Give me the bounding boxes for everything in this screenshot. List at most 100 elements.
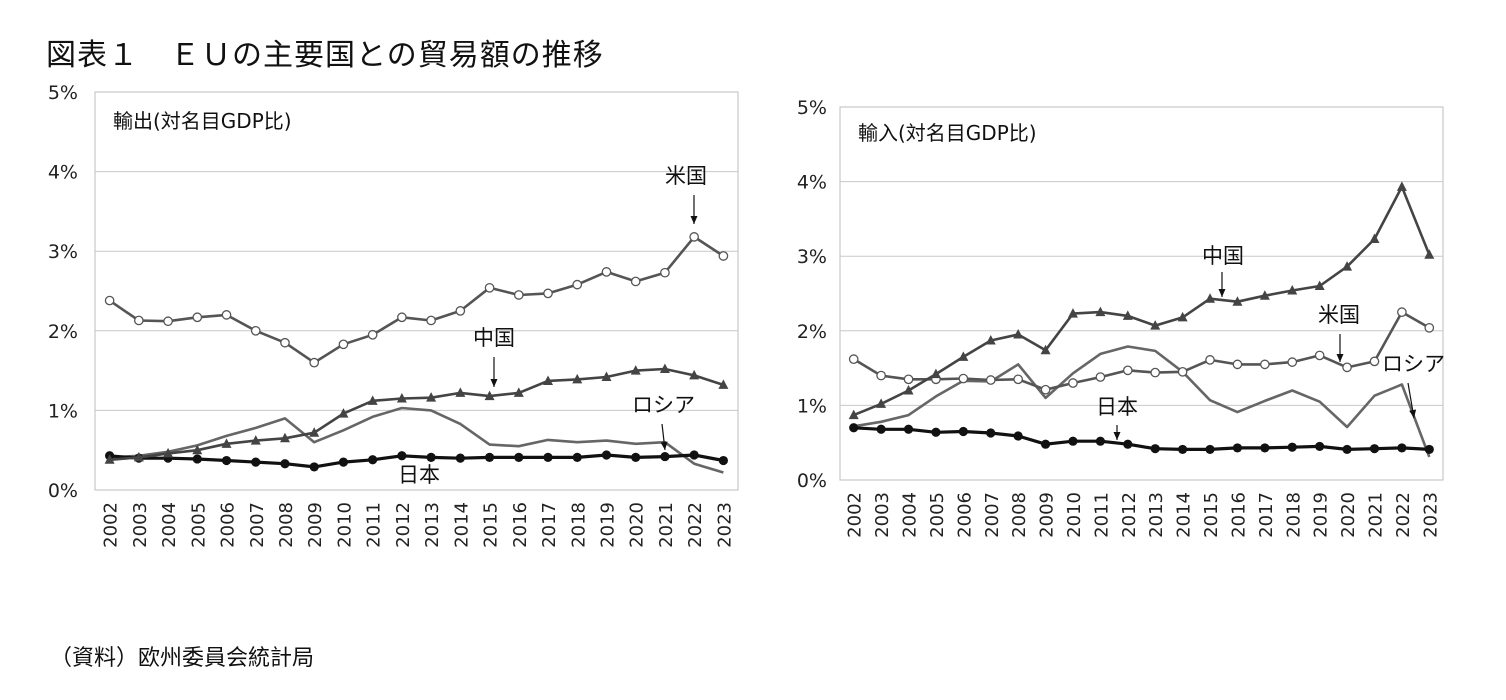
data-point (309, 462, 319, 472)
data-point (1397, 443, 1407, 453)
export-chart: 0% 1% 2% 3% 4% 5% 2002 2003 2004 2005 2006 2007 2008… (48, 82, 739, 548)
annotation-label: ロシア (632, 393, 695, 417)
series-line (109, 453, 724, 469)
data-point (689, 450, 699, 460)
series-日本 (105, 450, 728, 472)
data-point (221, 310, 232, 320)
data-point (1396, 181, 1407, 191)
data-point (338, 408, 349, 418)
y-tick-label: 1% (48, 400, 78, 422)
data-point (250, 325, 261, 336)
x-tick-label: 2005 (927, 492, 948, 538)
data-point (221, 455, 232, 466)
x-tick-label: 2002 (845, 492, 866, 538)
arrow-head (1336, 354, 1344, 362)
data-point (1013, 329, 1024, 339)
data-point (1040, 439, 1051, 449)
data-point (104, 454, 115, 464)
series-line (853, 185, 1431, 417)
x-tick-label: 2016 (1228, 492, 1249, 538)
x-tick-label: 2008 (1009, 492, 1030, 538)
x-tick-label: 2013 (1146, 492, 1167, 538)
x-tick-label: 2010 (334, 502, 355, 548)
data-point (659, 363, 670, 374)
x-tick-label: 2007 (982, 492, 1003, 538)
data-point (1424, 249, 1435, 259)
y-tick-label: 3% (48, 241, 78, 263)
data-point (1040, 384, 1051, 395)
data-point (1260, 443, 1270, 453)
y-tick-label: 1% (797, 395, 827, 417)
x-tick-label: 2010 (1064, 492, 1085, 538)
annotation-label: 日本 (1096, 395, 1138, 419)
data-point (572, 373, 583, 384)
arrow-head (490, 379, 498, 387)
data-point (689, 369, 700, 380)
data-point (985, 375, 996, 385)
data-point (1232, 359, 1243, 370)
data-point (1342, 261, 1353, 271)
data-point (1287, 285, 1298, 295)
data-point (1424, 322, 1435, 333)
data-point (985, 334, 996, 345)
series-line (109, 406, 724, 474)
data-point (543, 375, 554, 385)
data-point (133, 451, 144, 462)
series-日本 (849, 423, 1434, 455)
series-line (109, 367, 724, 462)
data-point (309, 357, 320, 368)
y-tick-label: 5% (797, 97, 827, 119)
data-point (930, 368, 941, 379)
x-tick-label: 2017 (1256, 492, 1277, 538)
annotation-label: 米国 (665, 164, 707, 188)
data-point (1095, 372, 1106, 382)
y-tick-label: 0% (48, 480, 78, 502)
data-point (1013, 374, 1024, 385)
source-note: （資料）欧州委員会統計局 (50, 646, 315, 671)
data-point (338, 339, 349, 350)
data-point (903, 384, 914, 395)
data-point (1342, 444, 1352, 455)
data-point (543, 288, 553, 299)
x-tick-label: 2004 (900, 492, 921, 538)
data-point (426, 392, 437, 402)
figure-title: 図表１ ＥＵの主要国との貿易額の推移 (46, 38, 604, 73)
data-point (601, 371, 612, 381)
series-中国 (848, 181, 1435, 420)
data-point (221, 438, 232, 448)
series-line (853, 426, 1430, 451)
y-tick-label: 3% (797, 246, 827, 268)
annotation-label: ロシア (1382, 352, 1445, 376)
annotation-label: 日本 (398, 463, 440, 487)
data-point (903, 374, 914, 385)
x-tick-label: 2017 (539, 502, 560, 548)
x-tick-label: 2020 (627, 502, 648, 548)
data-point (1178, 444, 1188, 455)
x-tick-label: 2015 (481, 502, 502, 548)
data-point (426, 452, 436, 462)
data-point (1205, 355, 1215, 365)
data-point (163, 316, 173, 327)
data-point (1342, 362, 1352, 373)
data-point (1122, 310, 1133, 320)
y-tick-label: 5% (48, 82, 78, 104)
series-中国 (104, 363, 729, 464)
x-tick-label: 2019 (597, 502, 618, 548)
data-point (660, 267, 670, 278)
data-point (958, 426, 968, 437)
data-point (367, 329, 378, 340)
data-point (876, 370, 886, 381)
data-point (1259, 290, 1270, 300)
x-tick-label: 2014 (451, 502, 472, 548)
data-point (1205, 444, 1215, 455)
data-point (660, 451, 670, 462)
x-tick-label: 2004 (159, 502, 180, 548)
data-point (1067, 308, 1078, 318)
x-tick-label: 2008 (276, 502, 297, 548)
data-point (426, 315, 436, 326)
annotation-label: 中国 (473, 326, 515, 350)
arrow-head (1113, 432, 1121, 440)
x-tick-label: 2022 (685, 502, 706, 548)
arrow-head (660, 441, 668, 450)
